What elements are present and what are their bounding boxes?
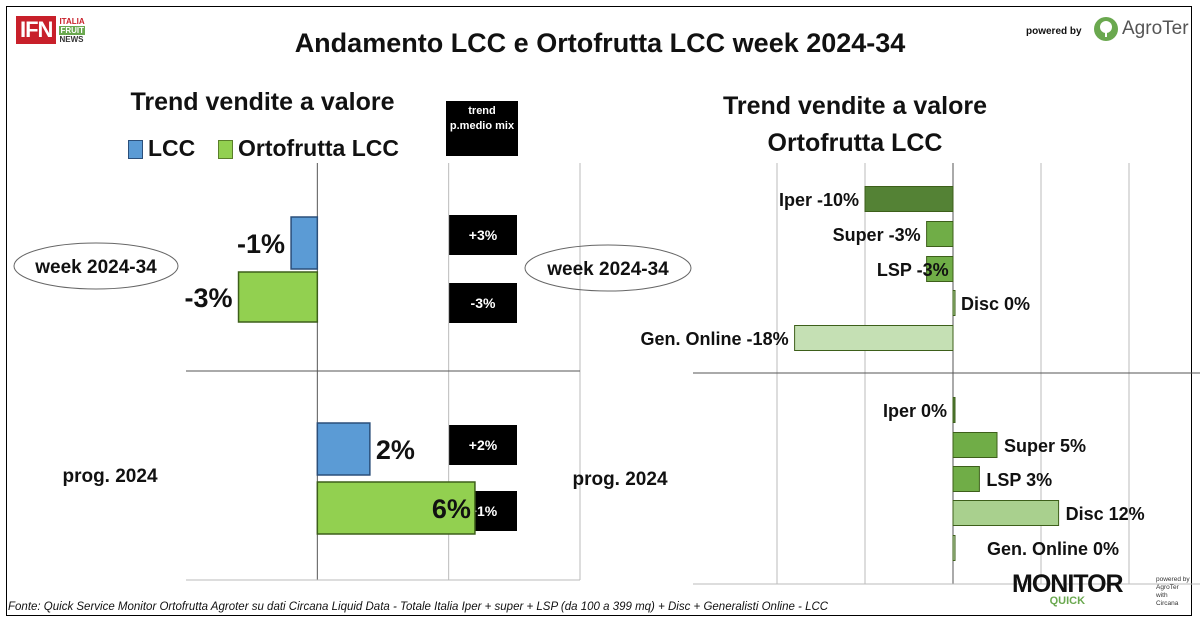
bar-disc-1 xyxy=(952,500,1060,526)
powered-by-label: powered by xyxy=(1026,26,1082,37)
monitor-label: MONITOR xyxy=(1012,570,1124,598)
data-label-lsp-0: LSP -3% xyxy=(877,260,949,280)
data-label-lsp-1: LSP 3% xyxy=(986,470,1052,490)
agroter-logo: AgroTer xyxy=(1093,16,1189,42)
monitor-quick-logo: MONITOR QUICK xyxy=(1012,570,1124,607)
data-label-gen-online-0: Gen. Online -18% xyxy=(641,329,789,349)
monitor-sub-label: QUICK xyxy=(1049,595,1086,607)
bar-super-0 xyxy=(926,221,954,247)
data-label-disc-0: Disc 0% xyxy=(961,294,1030,314)
bar-disc-0 xyxy=(952,290,956,316)
data-label-ortofrutta-lcc-0: -3% xyxy=(185,283,233,313)
bar-ortofrutta-lcc-0 xyxy=(237,271,319,323)
trend-pmedio-header: trend p.medio mix xyxy=(446,101,518,156)
right-chart: week 2024-34 Iper -10% Super -3% LSP -3% Dis… xyxy=(524,163,1200,585)
bar-lcc-0 xyxy=(290,216,319,270)
credit-2: AgroTer xyxy=(1156,584,1179,591)
bar-gen-online-1 xyxy=(952,535,956,561)
chart-frame xyxy=(6,6,1192,616)
data-label-gen-online-1: Gen. Online 0% xyxy=(987,539,1119,559)
ifn-logo-mark: IFN xyxy=(16,16,57,44)
category-label-week: week 2024-34 xyxy=(546,259,669,280)
bar-lsp-1 xyxy=(952,466,980,492)
data-label-lcc-1: 2% xyxy=(376,435,415,465)
left-chart-title: Trend vendite a valore xyxy=(130,88,395,116)
data-label-disc-1: Disc 12% xyxy=(1066,504,1145,524)
monitor-side-credits: powered by AgroTer with Circana xyxy=(1156,576,1190,608)
data-label-iper-1: Iper 0% xyxy=(883,401,947,421)
trend-box-week-ortofrutta: -3% xyxy=(449,283,517,323)
category-label-prog: prog. 2024 xyxy=(62,466,157,487)
category-ellipse xyxy=(13,242,179,290)
ifn-sub-3: NEWS xyxy=(59,34,84,44)
ifn-logo: IFN ITALIA FRUIT NEWS xyxy=(16,15,86,45)
page-title: Andamento LCC e Ortofrutta LCC week 2024… xyxy=(294,28,906,58)
bar-iper-1 xyxy=(952,397,956,423)
bar-lsp-0 xyxy=(926,256,954,282)
trend-box-week-lcc: +3% xyxy=(449,215,517,255)
trend-box-prog-lcc: +2% xyxy=(449,425,517,465)
agroter-name: AgroTer xyxy=(1122,18,1189,39)
bar-lcc-1 xyxy=(316,422,371,476)
ifn-logo-subtitle: ITALIA FRUIT NEWS xyxy=(59,16,86,44)
ifn-sub-1: ITALIA xyxy=(59,16,85,26)
source-footnote: Fonte: Quick Service Monitor Ortofrutta … xyxy=(8,601,829,613)
data-label-super-0: Super -3% xyxy=(833,225,921,245)
bar-ortofrutta-lcc-1 xyxy=(316,481,476,535)
category-label-prog: prog. 2024 xyxy=(572,469,667,490)
bar-iper-0 xyxy=(864,186,954,212)
credit-4: Circana xyxy=(1156,600,1179,607)
right-chart-title: Trend vendite a valore Ortofrutta LCC xyxy=(723,92,987,157)
ifn-sub-2: FRUIT xyxy=(59,25,86,35)
tree-icon xyxy=(1094,17,1118,41)
category-ellipse xyxy=(524,244,692,292)
data-label-iper-0: Iper -10% xyxy=(779,190,859,210)
credit-1: powered by xyxy=(1156,576,1190,583)
data-label-lcc-0: -1% xyxy=(237,229,285,259)
legend-label-lcc: LCC xyxy=(148,135,196,161)
category-label-week: week 2024-34 xyxy=(34,257,157,278)
bar-gen-online-0 xyxy=(794,325,954,351)
legend-swatch-ortofrutta xyxy=(218,140,233,159)
data-label-super-1: Super 5% xyxy=(1004,436,1086,456)
legend-swatch-lcc xyxy=(128,140,143,159)
credit-3: with xyxy=(1156,592,1168,599)
data-label-ortofrutta-lcc-1: 6% xyxy=(432,494,471,524)
bar-super-1 xyxy=(952,432,998,458)
legend-label-ortofrutta: Ortofrutta LCC xyxy=(238,135,399,161)
